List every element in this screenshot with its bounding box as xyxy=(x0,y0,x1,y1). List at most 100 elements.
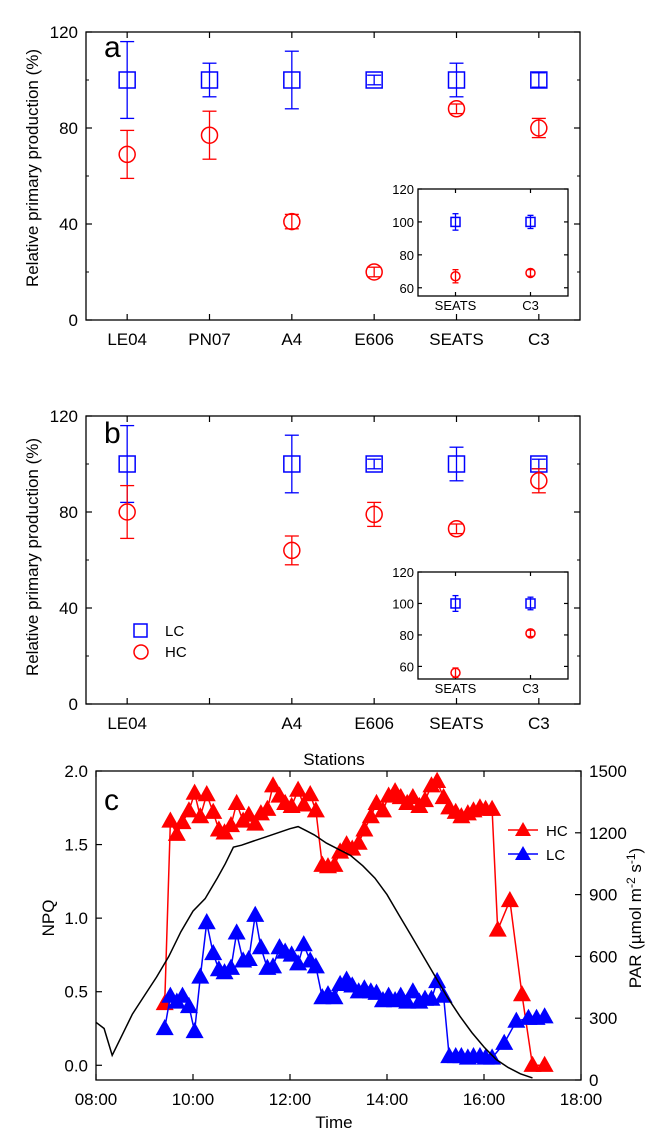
a-xtick-label: E606 xyxy=(354,330,394,349)
c-hc-point xyxy=(361,807,380,824)
c-hc-point xyxy=(512,985,532,1002)
a-hc-point xyxy=(283,212,301,231)
c-xtick-label: 10:00 xyxy=(172,1090,215,1109)
a-hc-point xyxy=(530,119,548,137)
a-ytick-label: 80 xyxy=(59,119,78,138)
legend-lc-triangle xyxy=(515,846,531,860)
a-lc-point xyxy=(365,71,383,89)
b-xtick-label: SEATS xyxy=(429,714,483,733)
a-xtick-label: SEATS xyxy=(429,330,483,349)
a-xtick-label: PN07 xyxy=(188,330,231,349)
a-inset-hc-point xyxy=(525,267,536,279)
b-inset-ytick-label: 120 xyxy=(392,565,414,580)
b-lc-point xyxy=(447,455,466,473)
c-hc-line xyxy=(163,780,545,1067)
b-lc-point xyxy=(283,455,301,473)
panel-b-inset: 60 80 100 120 SEATS C3 xyxy=(392,565,569,696)
a-inset-ytick-label: 60 xyxy=(400,281,414,296)
c-lc-point xyxy=(239,949,258,966)
panel-letter-a: a xyxy=(104,31,121,64)
panel-b-xlabel: Stations xyxy=(303,750,364,769)
c-hc-point xyxy=(161,811,180,828)
a-inset-xtick-label: C3 xyxy=(522,298,539,313)
a-lc-point xyxy=(530,71,548,89)
a-lc-point xyxy=(118,71,136,89)
legend-hc-label: HC xyxy=(165,644,187,661)
a-inset-xtick-label: SEATS xyxy=(435,298,477,313)
a-inset-ytick-label: 80 xyxy=(400,248,414,263)
c-lc-point xyxy=(251,938,270,955)
c-lc-point xyxy=(227,923,246,940)
panel-letter-b: b xyxy=(104,417,121,450)
c-hc-point xyxy=(403,787,422,805)
b-hc-point xyxy=(365,505,383,524)
c-hc-point xyxy=(258,799,277,816)
b-inset-frame xyxy=(417,571,569,680)
legend-hc-triangle xyxy=(515,822,531,836)
c-hc-point xyxy=(239,805,258,822)
c-hc-point xyxy=(355,820,374,837)
c-lc-point xyxy=(264,957,283,974)
c-lc-point xyxy=(191,967,210,984)
c-ytick-label: 1.0 xyxy=(64,909,88,928)
c-hc-point xyxy=(204,802,223,819)
b-xtick-label: A4 xyxy=(281,714,302,733)
c-ytick-label: 1.5 xyxy=(64,836,88,855)
c-hc-point xyxy=(185,783,204,800)
panel-c: c NPQ Time PAR (µmol m-2 s-1) 0.0 0.5 1.0 1… xyxy=(39,762,645,1132)
b-inset-ytick-label: 80 xyxy=(400,628,414,643)
c-y2tick-label: 900 xyxy=(589,886,617,905)
a-inset-hc-point xyxy=(450,270,461,282)
b-ytick-label: 0 xyxy=(69,695,78,714)
c-lc-point xyxy=(282,945,301,962)
c-hc-point xyxy=(301,785,320,802)
panel-b-ylabel: Relative primary production (%) xyxy=(23,438,42,676)
b-hc-point xyxy=(118,503,136,521)
panel-letter-c: c xyxy=(104,784,119,817)
legend-hc-marker xyxy=(133,644,149,660)
panel-c-xlabel: Time xyxy=(315,1113,352,1132)
c-lc-point xyxy=(325,988,344,1005)
c-frame xyxy=(95,770,582,1081)
legend-lc-text: LC xyxy=(546,847,565,864)
c-ytick-label: 0.5 xyxy=(64,983,88,1002)
c-hc-point xyxy=(173,813,192,830)
a-ytick-label: 0 xyxy=(69,311,78,330)
panel-a-plot: 0 40 80 120 LE04 PN07 A4 E606 SEATS C3 xyxy=(50,23,581,349)
b-xtick-label: LE04 xyxy=(107,714,147,733)
c-hc-point xyxy=(434,787,453,805)
c-hc-point xyxy=(523,1055,542,1072)
c-lc-point xyxy=(179,996,198,1014)
c-hc-point xyxy=(535,1055,554,1072)
c-hc-point xyxy=(415,790,435,808)
c-lc-point xyxy=(155,1019,174,1036)
a-xtick-label: C3 xyxy=(528,330,550,349)
c-lc-point xyxy=(221,958,241,975)
a-lc-point xyxy=(200,71,219,89)
legend-lc-marker xyxy=(133,623,148,638)
a-ytick-label: 40 xyxy=(59,215,78,234)
c-hc-point xyxy=(500,890,519,908)
c-lc-point xyxy=(495,1033,514,1050)
b-inset-hc-point xyxy=(525,628,536,639)
c-ytick-label: 2.0 xyxy=(64,762,88,781)
panel-b-plot: 0 40 80 120 LE04 A4 E606 SEATS C3 xyxy=(50,407,581,733)
c-xtick-label: 16:00 xyxy=(463,1090,506,1109)
c-hc-point xyxy=(264,776,283,793)
c-y2tick-label: 0 xyxy=(589,1071,598,1090)
c-y2tick-label: 1500 xyxy=(589,762,627,781)
b-inset-hc-point xyxy=(450,667,461,678)
panel-c-y2label: PAR (µmol m-2 s-1) xyxy=(624,848,645,988)
b-inset-xtick-label: SEATS xyxy=(435,681,477,696)
c-hc-point xyxy=(221,815,241,833)
c-lc-point xyxy=(204,943,223,961)
b-inset-ytick-label: 60 xyxy=(400,659,414,674)
c-hc-point xyxy=(483,799,502,816)
c-lc-point xyxy=(294,935,313,952)
a-inset-lc-point xyxy=(525,216,536,228)
panel-a: a Relative primary production (%) 0 40 80 1… xyxy=(23,23,581,349)
c-par-line xyxy=(95,825,533,1079)
a-ytick-label: 120 xyxy=(50,23,78,42)
c-y2tick-label: 1200 xyxy=(589,824,627,843)
c-lc-point xyxy=(403,982,422,999)
